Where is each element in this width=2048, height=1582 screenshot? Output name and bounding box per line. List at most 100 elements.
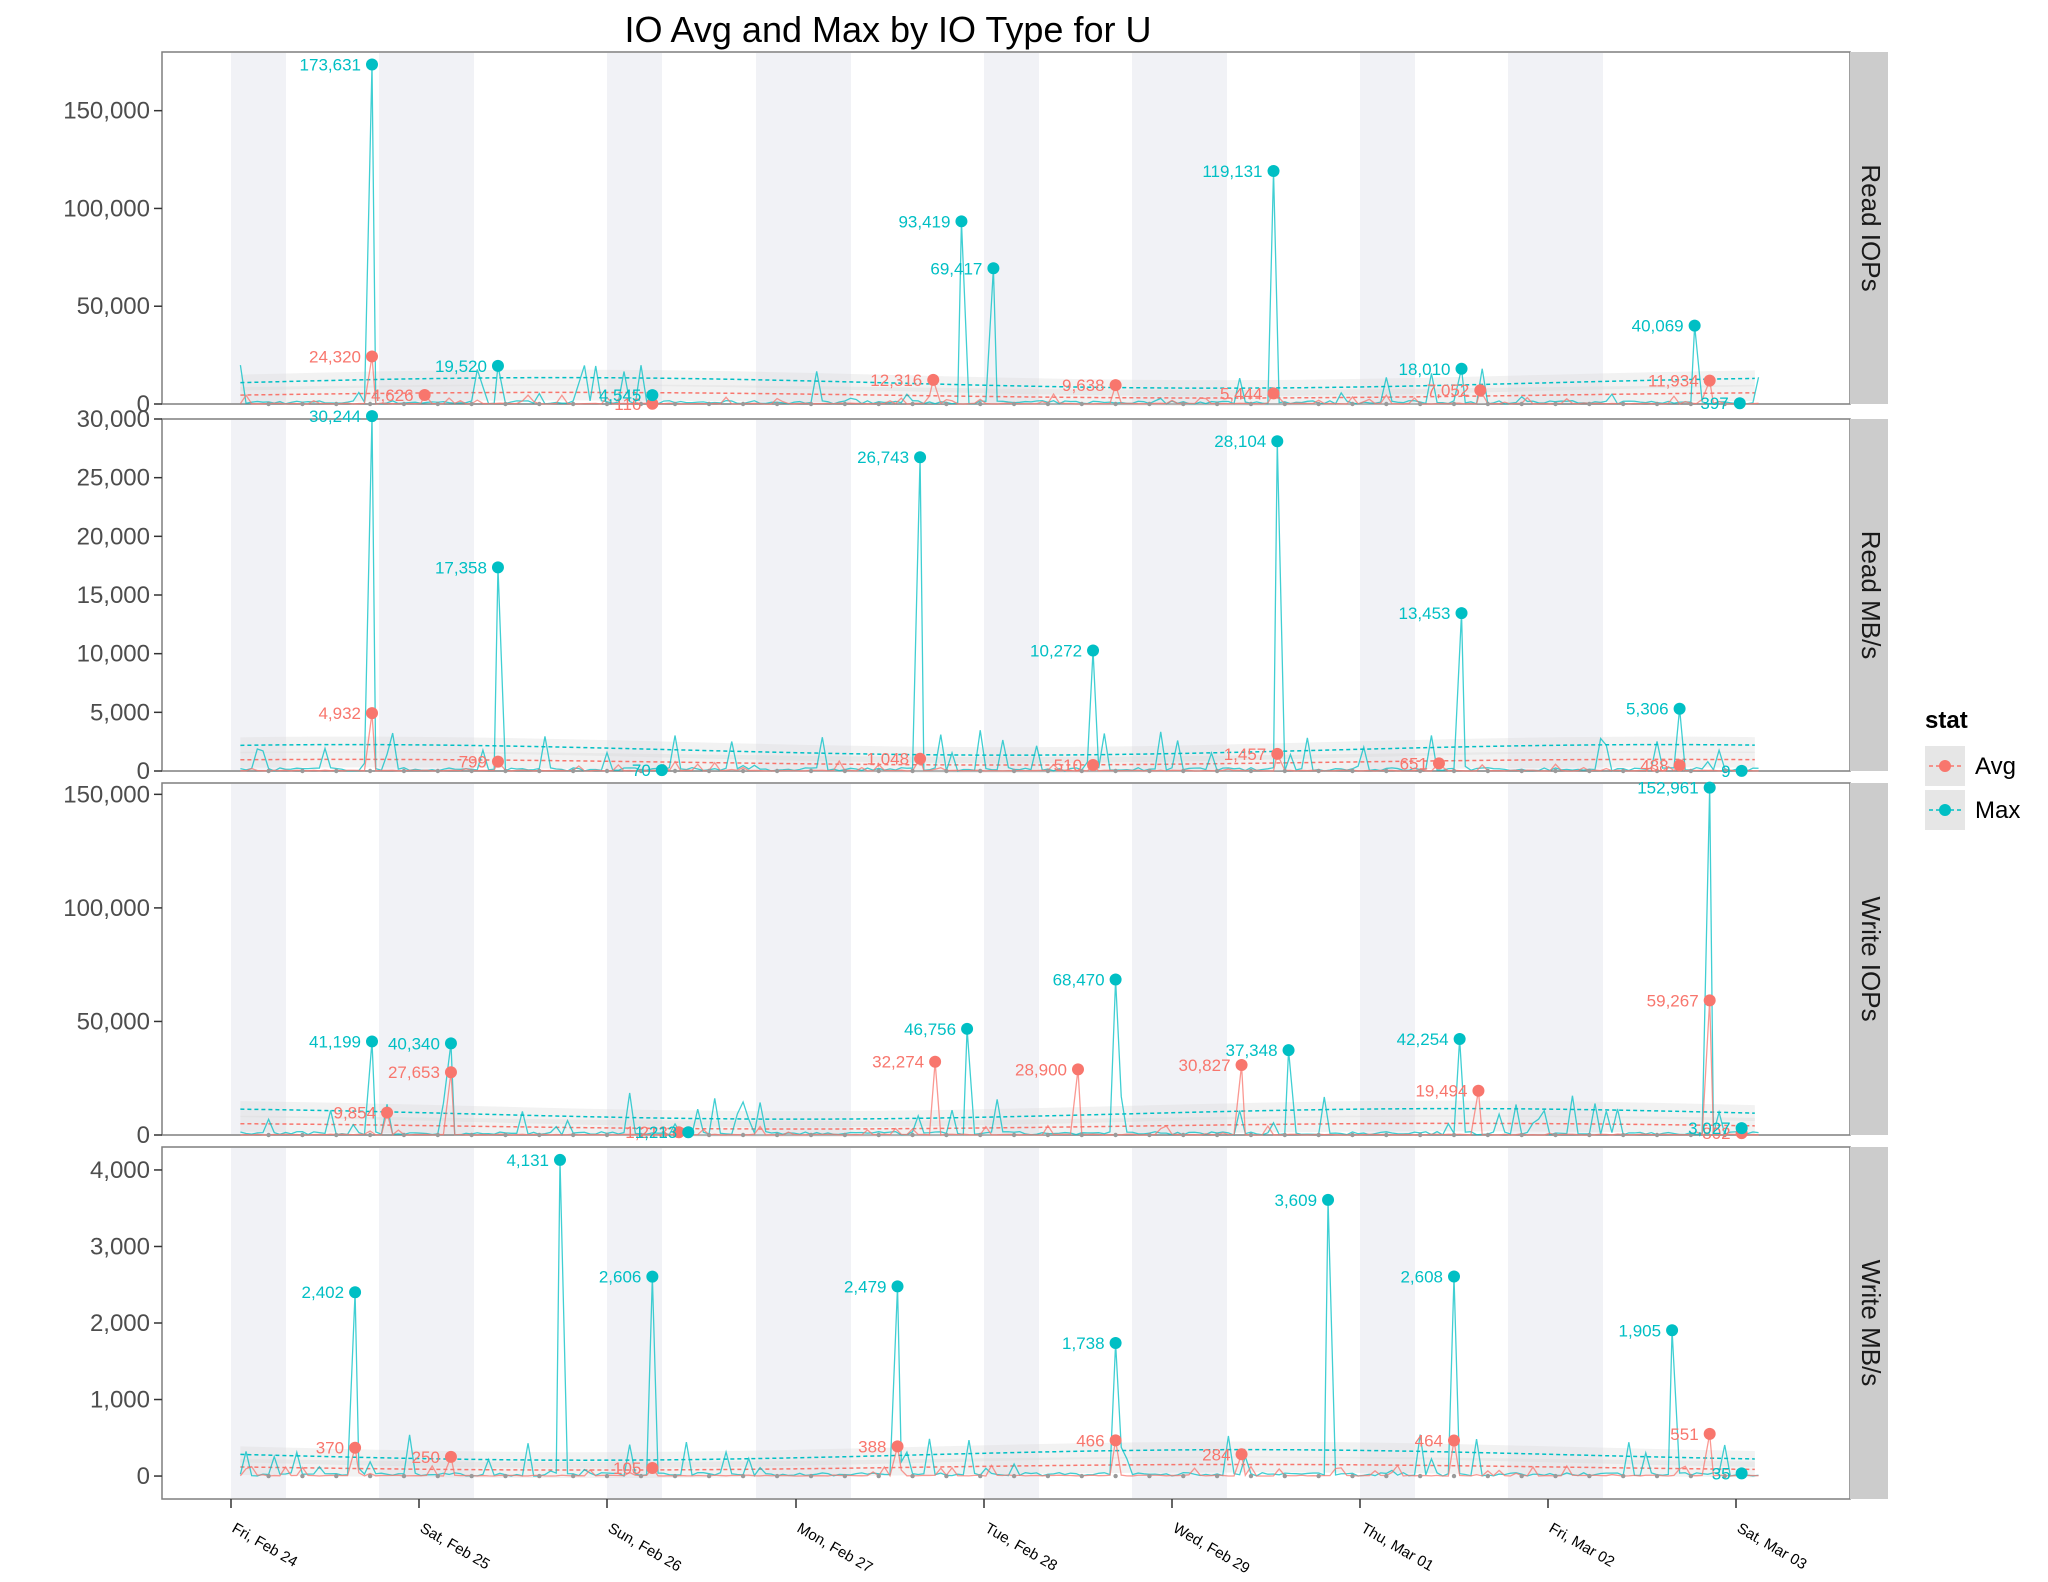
y-tick-label: 2,000 xyxy=(90,1310,150,1337)
baseline-dot xyxy=(1316,768,1321,774)
baseline-dot xyxy=(774,768,780,774)
data-label: 35 xyxy=(1712,1464,1731,1483)
baseline-dot xyxy=(1248,1132,1254,1138)
data-label: 37,348 xyxy=(1226,1041,1278,1060)
day-band xyxy=(231,420,286,770)
baseline-dot xyxy=(300,401,305,407)
x-axis: Fri, Feb 24 Sat, Feb 25 Sun, Feb 26 Mon, Fe… xyxy=(229,1499,1810,1577)
series-trace xyxy=(240,416,1759,772)
facet-strip-label: Write IOPs xyxy=(1856,896,1886,1021)
baseline-dot xyxy=(503,401,508,407)
data-point xyxy=(1235,1448,1248,1461)
data-label: 152,961 xyxy=(1637,779,1698,798)
data-point xyxy=(1666,1324,1679,1337)
data-label: 2,402 xyxy=(302,1283,345,1302)
y-tick-label: 1,000 xyxy=(90,1387,150,1414)
data-point xyxy=(646,1270,659,1283)
data-label: 30,244 xyxy=(309,407,361,426)
data-label: 3,609 xyxy=(1274,1191,1317,1210)
baseline-dot xyxy=(604,401,610,407)
baseline-dot xyxy=(401,1132,407,1138)
baseline-dot xyxy=(604,1473,610,1479)
day-band xyxy=(1360,1148,1415,1498)
series-trace xyxy=(239,1433,1759,1478)
baseline-dot xyxy=(266,768,271,774)
day-band xyxy=(1132,784,1227,1134)
data-point xyxy=(1235,1058,1248,1071)
series-trace xyxy=(239,1159,1759,1477)
baseline-dot xyxy=(1722,1132,1727,1138)
data-label: 26,743 xyxy=(857,448,909,467)
smooth-band xyxy=(240,1441,1755,1469)
data-label: 17,358 xyxy=(435,558,487,577)
baseline-dot xyxy=(672,768,678,774)
data-label: 7,052 xyxy=(1427,381,1470,400)
baseline-dot xyxy=(1350,1132,1355,1138)
day-band xyxy=(1360,420,1415,770)
baseline-dot xyxy=(1553,401,1558,407)
y-tick-label: 100,000 xyxy=(63,895,150,922)
facet-panel: 0 1,000 2,000 3,000 4,000 Write MB/s 370 250 105… xyxy=(90,1146,1888,1500)
baseline-dot xyxy=(401,401,407,407)
legend-label: Max xyxy=(1975,797,2020,824)
data-point xyxy=(929,1055,942,1068)
baseline-dot xyxy=(1451,401,1457,407)
data-label: 802 xyxy=(1702,1124,1730,1143)
data-label: 46,756 xyxy=(904,1020,956,1039)
data-label: 68,470 xyxy=(1053,971,1105,990)
smooth-band xyxy=(240,736,1755,764)
baseline-dot xyxy=(435,1132,440,1138)
data-label: 40,069 xyxy=(1632,317,1684,336)
day-band xyxy=(1360,784,1415,1134)
baseline-dot xyxy=(1485,1473,1491,1479)
baseline-dot xyxy=(876,1473,881,1479)
data-label: 2,608 xyxy=(1400,1267,1443,1286)
baseline-dot xyxy=(978,768,983,774)
baseline-dot xyxy=(367,1473,373,1479)
baseline-dot xyxy=(672,401,678,407)
facet-strip xyxy=(1850,783,1888,1135)
data-label: 24,320 xyxy=(309,347,361,366)
y-tick-label: 4,000 xyxy=(90,1157,150,1184)
baseline-dot xyxy=(910,401,915,407)
y-tick-label: 3,000 xyxy=(90,1233,150,1260)
data-label: 41,199 xyxy=(309,1032,361,1051)
baseline-dot xyxy=(334,1132,339,1138)
baseline-dot xyxy=(1417,1132,1423,1138)
facet-panel: 0 5,000 10,000 15,000 20,000 25,000 30,000 Read… xyxy=(77,406,1888,785)
data-label: 3,027 xyxy=(1688,1119,1731,1138)
baseline-dot xyxy=(1147,768,1152,774)
baseline-dot xyxy=(1282,401,1288,407)
baseline-dot xyxy=(1654,401,1660,407)
data-point xyxy=(1109,973,1122,986)
data-point xyxy=(1455,362,1468,375)
data-label: 1,048 xyxy=(867,750,910,769)
baseline-dot xyxy=(469,401,474,407)
trend-line xyxy=(240,1107,1755,1120)
data-point xyxy=(1455,607,1468,620)
x-tick-label: Mon, Feb 27 xyxy=(794,1520,875,1577)
data-point xyxy=(1673,759,1686,772)
baseline-dot xyxy=(503,768,508,774)
data-point xyxy=(491,755,504,768)
data-point xyxy=(1474,384,1487,397)
baseline-dot xyxy=(1722,768,1727,774)
baseline-dot xyxy=(300,768,305,774)
x-tick-label: Sun, Feb 26 xyxy=(605,1520,684,1576)
data-point xyxy=(1271,435,1284,448)
baseline-dot xyxy=(944,768,949,774)
data-point xyxy=(1448,1270,1460,1283)
baseline-dot xyxy=(1485,401,1491,407)
baseline-dot xyxy=(1316,1132,1321,1138)
baseline-dot xyxy=(1417,1473,1423,1479)
data-label: 28,900 xyxy=(1015,1060,1067,1079)
baseline-dot xyxy=(266,1132,271,1138)
series-trace xyxy=(239,356,1759,405)
baseline-dot xyxy=(1688,1132,1694,1138)
data-label: 9 xyxy=(1721,762,1730,781)
baseline-dot xyxy=(367,768,373,774)
y-tick-label: 10,000 xyxy=(77,641,150,668)
baseline-dot xyxy=(604,768,610,774)
legend-label: Avg xyxy=(1975,753,2016,780)
data-point xyxy=(1087,644,1100,657)
